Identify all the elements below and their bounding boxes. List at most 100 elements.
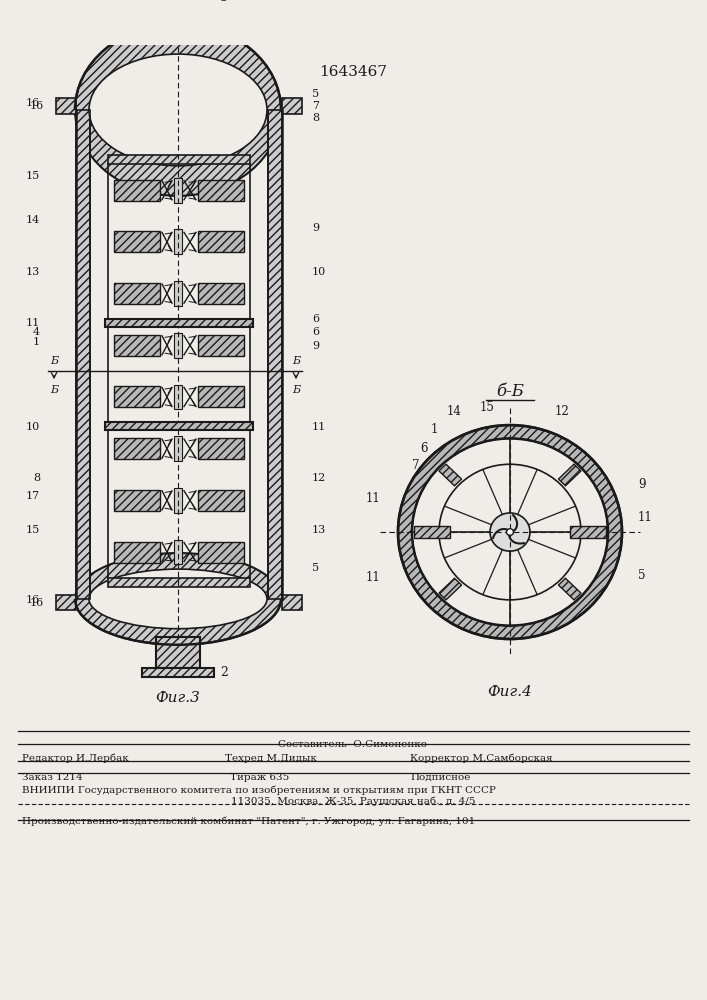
Bar (282, 98, 302, 114)
Text: Фиг.4: Фиг.4 (488, 685, 532, 699)
Text: 5: 5 (312, 89, 319, 99)
Text: Производственно-издательский комбинат "Патент", г. Ужгород, ул. Гагарина, 101: Производственно-издательский комбинат "П… (22, 817, 475, 826)
Text: 11: 11 (366, 492, 380, 505)
Bar (414, 526, 450, 538)
Text: 7: 7 (312, 101, 319, 111)
Bar (174, 333, 182, 358)
Bar (105, 319, 253, 327)
Text: б-Б: б-Б (496, 383, 524, 400)
Text: Техред М.Дидык: Техред М.Дидык (225, 754, 317, 763)
Bar (108, 155, 250, 164)
Text: 8: 8 (33, 473, 40, 483)
Bar (114, 542, 160, 563)
Ellipse shape (75, 553, 281, 645)
Bar (198, 335, 244, 356)
Text: 113035, Москва, Ж-35, Раушская наб., д. 4/5: 113035, Москва, Ж-35, Раушская наб., д. … (230, 797, 475, 806)
Text: 11: 11 (25, 318, 40, 328)
Ellipse shape (89, 54, 267, 166)
Text: 9: 9 (312, 341, 319, 351)
Text: Б: Б (292, 385, 300, 395)
Text: 15: 15 (480, 401, 495, 414)
Circle shape (490, 513, 530, 551)
Bar (174, 178, 182, 203)
Text: 11: 11 (638, 511, 653, 524)
Text: 15: 15 (25, 525, 40, 535)
Text: 12: 12 (312, 473, 326, 483)
Bar (114, 283, 160, 304)
Text: Б: Б (50, 385, 58, 395)
Text: 14: 14 (447, 405, 462, 418)
Text: 16: 16 (30, 598, 44, 608)
Text: Б: Б (50, 356, 58, 366)
Text: 5: 5 (312, 563, 319, 573)
Text: 11: 11 (366, 571, 380, 584)
Text: 9: 9 (312, 223, 319, 233)
Text: 2: 2 (220, 666, 228, 679)
Text: Редактор И.Лербак: Редактор И.Лербак (22, 754, 129, 763)
Text: 3: 3 (220, 0, 228, 4)
Text: ВНИИПИ Государственного комитета по изобретениям и открытиям при ГКНТ СССР: ВНИИПИ Государственного комитета по изоб… (22, 785, 496, 795)
Text: 5: 5 (638, 569, 645, 582)
Bar (282, 595, 302, 610)
Text: Корректор М.Самборская: Корректор М.Самборская (410, 754, 553, 763)
Bar (174, 281, 182, 306)
Text: 16: 16 (25, 595, 40, 605)
Bar (198, 386, 244, 407)
Text: 15: 15 (25, 171, 40, 181)
Text: Заказ 1214: Заказ 1214 (22, 773, 83, 782)
Text: 11: 11 (312, 422, 326, 432)
Text: 16: 16 (25, 98, 40, 108)
Bar (56, 98, 76, 114)
Text: Подписное: Подписное (410, 773, 470, 782)
Text: 14: 14 (25, 215, 40, 225)
Bar (142, 668, 214, 677)
Bar (268, 110, 282, 599)
Text: 16: 16 (30, 101, 44, 111)
Bar (114, 438, 160, 459)
Text: Б: Б (292, 356, 300, 366)
Bar (114, 180, 160, 201)
Text: 6: 6 (312, 327, 319, 337)
Bar (114, 231, 160, 252)
Text: 9: 9 (638, 478, 645, 491)
Bar (559, 464, 581, 486)
Text: 4: 4 (33, 327, 40, 337)
Text: Тираж 635: Тираж 635 (230, 773, 289, 782)
Ellipse shape (89, 569, 267, 629)
Bar (198, 490, 244, 511)
Text: 6: 6 (312, 314, 319, 324)
Bar (156, 2, 200, 29)
Bar (198, 542, 244, 563)
Bar (105, 422, 253, 430)
Bar (439, 464, 462, 486)
Bar (174, 385, 182, 409)
Text: 1: 1 (33, 337, 40, 347)
Bar (114, 490, 160, 511)
Text: 6: 6 (421, 442, 428, 455)
Bar (439, 578, 462, 600)
Bar (174, 488, 182, 513)
Text: 8: 8 (312, 113, 319, 123)
Text: 13: 13 (312, 525, 326, 535)
Bar (76, 110, 90, 599)
Bar (198, 180, 244, 201)
Bar (198, 438, 244, 459)
Bar (108, 578, 250, 587)
Ellipse shape (75, 24, 281, 196)
Circle shape (506, 529, 513, 535)
Bar (174, 540, 182, 564)
Text: 10: 10 (312, 267, 326, 277)
Bar (198, 231, 244, 252)
Text: 13: 13 (25, 267, 40, 277)
Bar (174, 436, 182, 461)
Text: 1643467: 1643467 (319, 65, 387, 79)
Bar (156, 637, 200, 668)
Bar (174, 229, 182, 254)
Bar (559, 578, 581, 600)
Bar (114, 335, 160, 356)
Text: 1: 1 (431, 423, 438, 436)
Bar (198, 283, 244, 304)
Text: 7: 7 (412, 459, 420, 472)
Text: 10: 10 (25, 422, 40, 432)
Text: 12: 12 (555, 405, 570, 418)
